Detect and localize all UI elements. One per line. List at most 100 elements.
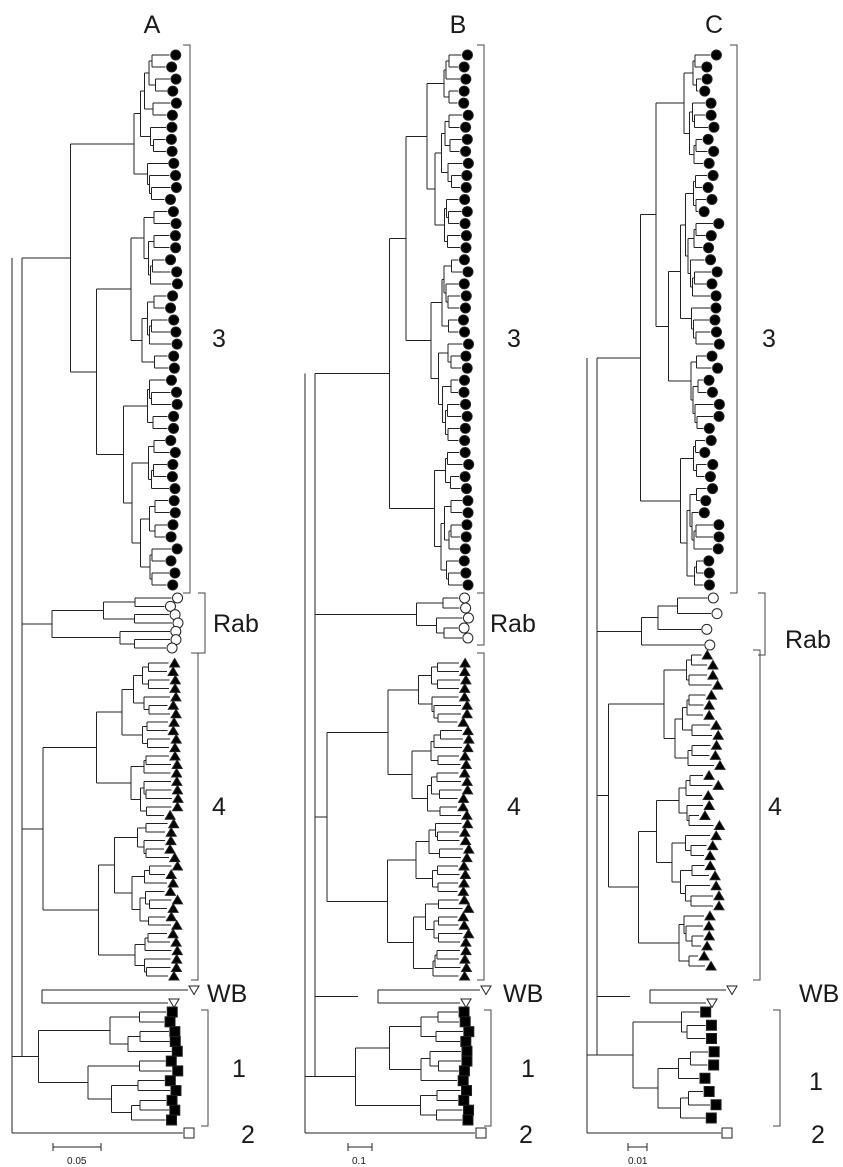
- open-circle-marker: [460, 602, 472, 614]
- filled-triangle-marker: [713, 900, 725, 911]
- filled-square-marker: [165, 1055, 177, 1067]
- filled-triangle-marker: [707, 659, 719, 670]
- filled-circle-marker: [706, 278, 718, 290]
- filled-triangle-marker: [710, 830, 723, 841]
- filled-triangle-marker: [458, 894, 471, 905]
- filled-circle-marker: [459, 447, 471, 458]
- filled-triangle-marker: [712, 779, 725, 790]
- filled-circle-marker: [460, 230, 472, 242]
- filled-circle-marker: [710, 326, 722, 338]
- filled-triangle-marker: [168, 716, 180, 727]
- clade-bracket: [183, 44, 191, 594]
- filled-circle-marker: [460, 73, 472, 85]
- filled-circle-marker: [461, 169, 473, 181]
- filled-triangle-marker: [704, 910, 716, 921]
- filled-circle-marker: [708, 121, 720, 133]
- filled-square-marker: [708, 1046, 720, 1058]
- filled-circle-marker: [167, 206, 179, 218]
- filled-triangle-marker: [462, 928, 475, 939]
- filled-triangle-marker: [170, 691, 182, 702]
- filled-circle-marker: [170, 386, 182, 398]
- filled-triangle-marker: [703, 920, 715, 931]
- tree-branches: [11, 54, 726, 1134]
- filled-triangle-marker: [702, 789, 715, 800]
- filled-circle-marker: [171, 278, 183, 290]
- filled-circle-marker: [712, 543, 724, 555]
- filled-circle-marker: [169, 483, 181, 495]
- filled-triangle-marker: [459, 835, 472, 846]
- filled-triangle-marker: [709, 870, 721, 881]
- filled-circle-marker: [713, 410, 725, 422]
- filled-circle-marker: [462, 157, 474, 169]
- filled-circle-marker: [461, 49, 473, 61]
- filled-circle-marker: [170, 169, 182, 181]
- filled-triangle-marker: [713, 890, 725, 901]
- filled-triangle-marker: [459, 750, 471, 761]
- clade-bracket: [198, 592, 206, 654]
- filled-circle-marker: [460, 398, 472, 410]
- filled-circle-marker: [458, 97, 470, 109]
- filled-square-marker: [458, 1065, 470, 1077]
- filled-circle-marker: [699, 447, 711, 458]
- filled-triangle-marker: [459, 953, 471, 964]
- open-circle-marker: [166, 642, 178, 654]
- filled-triangle-marker: [458, 970, 471, 981]
- clade-label-b-3: 3: [507, 325, 521, 353]
- filled-triangle-marker: [165, 869, 178, 879]
- filled-circle-marker: [459, 218, 471, 230]
- filled-square-marker: [705, 1019, 717, 1031]
- filled-triangle-marker: [169, 742, 181, 753]
- filled-circle-marker: [169, 447, 181, 458]
- filled-circle-marker: [460, 350, 472, 362]
- filled-circle-marker: [703, 374, 715, 386]
- clade-bracket: [477, 44, 485, 594]
- filled-triangle-marker: [703, 709, 716, 720]
- filled-circle-marker: [165, 254, 177, 266]
- filled-circle-marker: [461, 362, 473, 374]
- filled-triangle-marker: [164, 843, 176, 854]
- filled-square-marker: [169, 1026, 181, 1038]
- filled-circle-marker: [462, 507, 474, 519]
- filled-triangle-marker: [170, 953, 183, 964]
- open-triangle-marker: [188, 985, 200, 996]
- scale-bar-a-label: 0.05: [67, 1156, 87, 1167]
- filled-circle-marker: [458, 386, 470, 398]
- filled-triangle-marker: [703, 799, 716, 810]
- filled-triangle-marker: [461, 809, 473, 820]
- filled-triangle-marker: [164, 885, 177, 896]
- filled-circle-marker: [707, 483, 719, 495]
- filled-triangle-marker: [168, 852, 181, 863]
- clade-bracket: [484, 1009, 492, 1127]
- filled-circle-marker: [166, 61, 178, 73]
- scale-bar-c: [627, 1143, 648, 1151]
- filled-circle-marker: [705, 97, 717, 109]
- filled-triangle-marker: [171, 894, 184, 905]
- filled-triangle-marker: [458, 665, 471, 676]
- filled-circle-marker: [460, 145, 472, 157]
- filled-square-marker: [700, 1006, 712, 1018]
- filled-circle-marker: [168, 495, 180, 507]
- filled-triangle-marker: [167, 928, 179, 939]
- filled-circle-marker: [705, 109, 717, 121]
- filled-triangle-marker: [170, 962, 183, 973]
- clade-label-a-2: 2: [241, 1121, 255, 1149]
- filled-triangle-marker: [171, 759, 184, 770]
- filled-circle-marker: [167, 85, 179, 97]
- open-square-marker: [721, 1127, 733, 1139]
- filled-triangle-marker: [457, 885, 470, 896]
- open-square-marker: [475, 1127, 487, 1139]
- filled-triangle-marker: [712, 729, 725, 740]
- filled-circle-marker: [171, 266, 183, 278]
- filled-circle-marker: [461, 206, 473, 218]
- open-circle-marker: [704, 639, 716, 651]
- clade-label-a-1: 1: [232, 1055, 246, 1083]
- filled-circle-marker: [707, 459, 719, 471]
- filled-triangle-marker: [164, 809, 176, 820]
- open-square-marker: [183, 1127, 195, 1139]
- filled-circle-marker: [702, 182, 714, 193]
- open-circle-marker: [711, 608, 723, 620]
- filled-triangle-marker: [704, 850, 716, 861]
- filled-square-marker: [461, 1055, 473, 1067]
- filled-circle-marker: [463, 338, 475, 350]
- clade-label-b-4: 4: [507, 793, 521, 821]
